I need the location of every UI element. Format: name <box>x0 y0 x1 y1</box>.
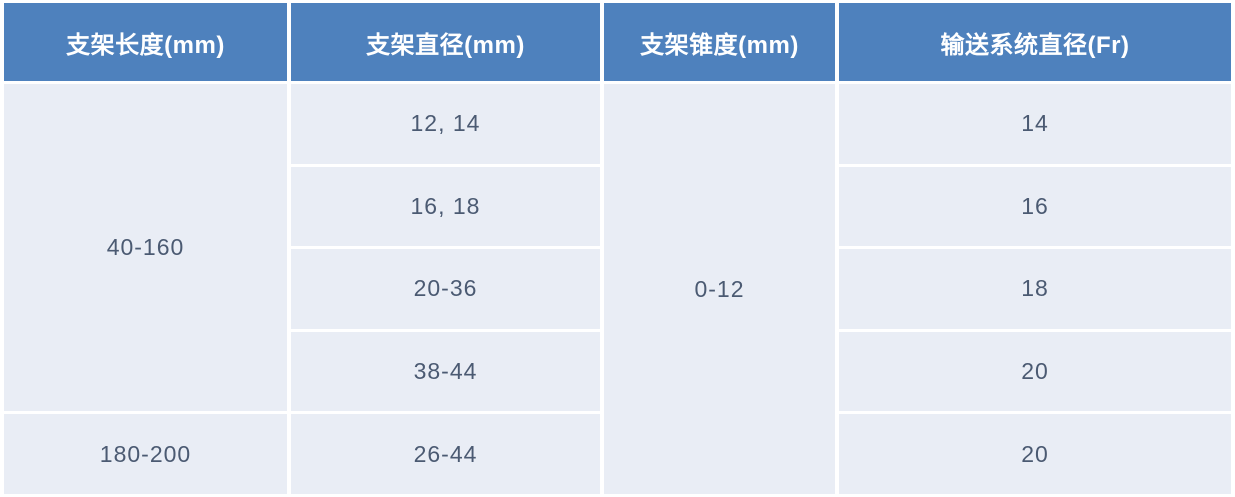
header-row: 支架长度(mm) 支架直径(mm) 支架锥度(mm) 输送系统直径(Fr) <box>4 3 1231 81</box>
cell-stent-length-40-160: 40-160 <box>4 84 287 412</box>
col-header-stent-taper: 支架锥度(mm) <box>604 3 835 81</box>
cell-stent-taper: 0-12 <box>604 84 835 494</box>
table-row: 40-160 12, 14 0-12 14 <box>4 84 1231 494</box>
cell-delivery-diameter-r4: 20 <box>839 331 1231 412</box>
col-header-delivery-system-diameter: 输送系统直径(Fr) <box>839 3 1231 81</box>
col-header-stent-diameter: 支架直径(mm) <box>291 3 600 81</box>
cell-delivery-diameter-r2: 16 <box>839 166 1231 247</box>
cell-stent-diameter-r4: 38-44 <box>291 331 600 412</box>
col-header-stent-length: 支架长度(mm) <box>4 3 287 81</box>
cell-delivery-diameter-r1: 14 <box>839 84 1231 164</box>
cell-stent-diameter-r5: 26-44 <box>291 414 600 494</box>
cell-stent-diameter-r2: 16, 18 <box>291 166 600 247</box>
cell-stent-diameter-r3: 20-36 <box>291 249 600 329</box>
cell-delivery-diameter-r3: 18 <box>839 249 1231 329</box>
table-row: 16, 18 16 <box>4 166 1231 247</box>
table-row: 38-44 20 <box>4 331 1231 412</box>
cell-stent-diameter-r1: 12, 14 <box>291 84 600 164</box>
cell-delivery-diameter-r5: 20 <box>839 414 1231 494</box>
table-row: 20-36 18 <box>4 249 1231 329</box>
cell-stent-length-180-200: 180-200 <box>4 414 287 494</box>
table-row: 180-200 26-44 20 <box>4 414 1231 494</box>
